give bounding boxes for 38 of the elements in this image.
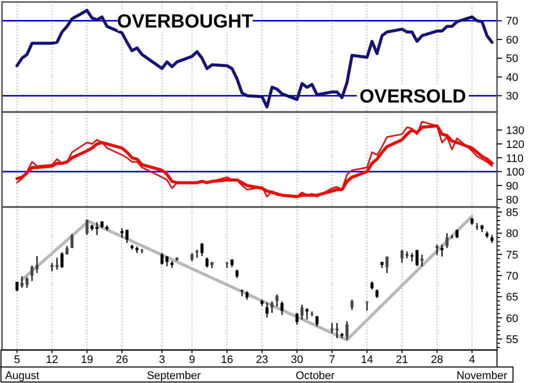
- ref-line-label: OVERBOUGHT: [117, 12, 254, 33]
- x2-tick-label: October: [296, 370, 336, 382]
- x-tick-label: 14: [360, 354, 374, 366]
- x-tick-label: 3: [158, 354, 166, 366]
- y-tick-label: 85: [506, 207, 518, 220]
- y-tick-label: 120: [506, 138, 524, 151]
- y-tick-label: 55: [506, 334, 518, 346]
- y-tick-label: 110: [506, 152, 524, 165]
- x-tick-label: 9: [188, 354, 196, 366]
- x-tick-label: 19: [80, 354, 94, 366]
- y-tick-label: 70: [506, 16, 518, 28]
- y-tick-label: 40: [506, 72, 518, 84]
- y-tick-label: 80: [506, 194, 518, 206]
- x-tick-label: 16: [220, 354, 234, 366]
- x2-tick-label: August: [5, 370, 40, 382]
- y-tick-label: 30: [506, 90, 518, 103]
- x2-tick-label: September: [146, 370, 201, 382]
- x-tick-label: 5: [14, 354, 20, 366]
- y-tick-label: 60: [506, 34, 518, 46]
- y-tick-label: 130: [506, 125, 524, 138]
- y-tick-label: 80: [506, 228, 518, 240]
- y-tick-label: 65: [506, 292, 518, 304]
- y-tick-label: 100: [506, 166, 524, 179]
- y-tick-label: 75: [506, 249, 518, 262]
- x-tick-label: 23: [256, 354, 268, 366]
- x-tick-label: 26: [116, 354, 128, 366]
- x-tick-label: 21: [396, 354, 408, 366]
- x-tick-label: 12: [46, 354, 58, 366]
- y-tick-label: 60: [506, 312, 518, 325]
- y-tick-label: 90: [506, 180, 518, 193]
- y-tick-label: 50: [506, 53, 518, 66]
- x2-tick-label: November: [456, 370, 508, 382]
- ref-line-label: OVERSOLD: [360, 86, 466, 108]
- y-tick-label: 70: [506, 270, 518, 283]
- x-tick-label: 30: [290, 354, 304, 366]
- x-tick-label: 28: [430, 354, 444, 366]
- x-tick-label: 4: [468, 354, 476, 366]
- x-tick-label: 7: [328, 354, 336, 366]
